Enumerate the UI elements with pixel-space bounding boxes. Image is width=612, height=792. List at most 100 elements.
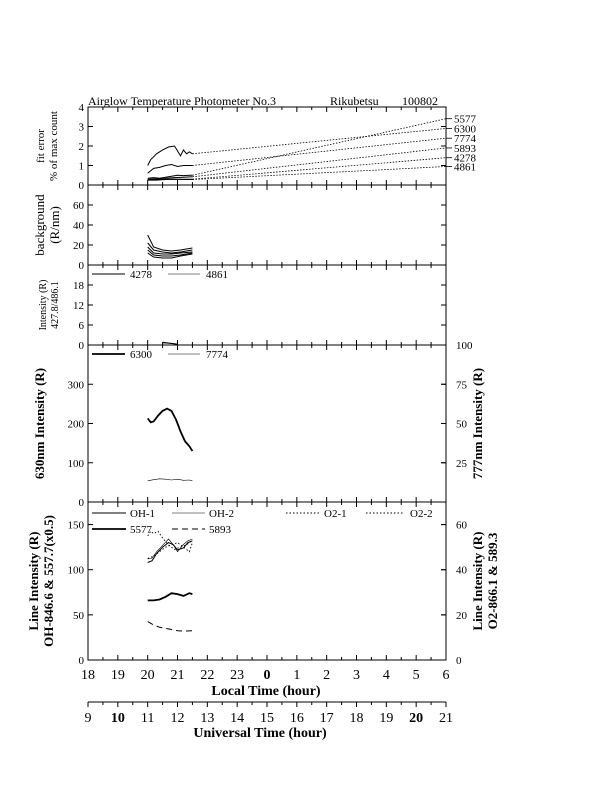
leader-line (192, 128, 447, 155)
local-time-tick-label: 23 (230, 668, 244, 683)
series-line-trace-2 (147, 246, 193, 255)
y2-tick-label: 0 (456, 655, 462, 667)
y-tick-label: 40 (73, 220, 85, 232)
panel-background: 0 20 40 60 background (R/nm) (32, 184, 447, 272)
y-axis-label: background (32, 194, 47, 256)
y-tick-label: 4 (79, 102, 85, 114)
y-tick-label: 2 (79, 141, 85, 153)
panel-intensity_4278_4861: 0 6 12 18 Intensity (R) 427.8/486.1 4278 4861 (38, 264, 447, 352)
y-axis-label: 427.8/486.1 (50, 281, 61, 329)
y-axis-label: OH-846.6 & 557.7(x0.5) (41, 515, 56, 647)
right-series-label: 4861 (454, 161, 476, 173)
ut-tick-label: 11 (141, 711, 154, 726)
right-series-label: 5577 (454, 114, 477, 126)
local-time-tick-label: 4 (383, 668, 390, 683)
series-line-OH-2 (147, 538, 193, 560)
legend-label: 4861 (206, 269, 228, 281)
ut-tick-label: 12 (171, 711, 185, 726)
series-line-4861 (162, 342, 178, 345)
local-time-tick-label: 19 (111, 668, 125, 683)
ut-tick-label: 16 (290, 711, 304, 726)
leader-line (192, 157, 447, 180)
y2-tick-label: 40 (456, 565, 468, 577)
y-tick-label: 0 (79, 655, 85, 667)
y-tick-label: 150 (68, 520, 85, 532)
local-time-tick-label: 21 (171, 668, 185, 683)
ut-tick-label: 21 (439, 711, 453, 726)
ut-tick-label: 18 (350, 711, 364, 726)
right-series-label: 7774 (454, 133, 477, 145)
title-date: 100802 (402, 94, 438, 108)
y-tick-label: 20 (73, 240, 85, 252)
universal-time-axis-label: Universal Time (hour) (193, 726, 327, 741)
local-time-tick-label: 18 (81, 668, 95, 683)
local-time-tick-label: 1 (293, 668, 300, 683)
y2-tick-label: 75 (456, 379, 468, 391)
series-line-OH-1 (147, 540, 193, 563)
series-line-5893 (147, 176, 193, 180)
panel-fit_error: 0 1 2 3 4 fit error% of max count 557763007774… (35, 102, 477, 192)
y2-tick-label: 25 (456, 458, 468, 470)
legend-label: 4278 (130, 269, 153, 281)
y2-tick-label: 100 (456, 340, 473, 352)
ut-tick-label: 15 (260, 711, 274, 726)
y2-axis-label: 777nm Intensity (R) (470, 368, 485, 479)
series-line-O2-2 (147, 542, 193, 559)
local-time-axis-label: Local Time (hour) (211, 684, 320, 699)
legend-label: O2-2 (410, 508, 433, 520)
y2-axis-label: O2-866.1 & 589.3 (485, 532, 500, 629)
local-time-tick-label: 20 (141, 668, 155, 683)
ut-tick-label: 9 (85, 711, 92, 726)
y-tick-label: 0 (79, 180, 85, 192)
title-instrument: Airglow Temperature Photometer No.3 (88, 94, 276, 108)
legend-label: OH-2 (209, 508, 234, 520)
legend-label: 6300 (130, 349, 153, 361)
series-line-7774 (147, 478, 193, 482)
y-tick-label: 0 (79, 260, 85, 272)
y-tick-label: 6 (79, 320, 85, 332)
ut-tick-label: 19 (379, 711, 393, 726)
local-time-tick-label: 6 (443, 668, 450, 683)
ut-tick-label: 20 (409, 711, 423, 726)
series-line-trace-3 (147, 249, 193, 257)
y-axis-label: Intensity (R) (38, 280, 49, 331)
y-axis-label: Line Intensity (R) (26, 532, 41, 631)
right-series-label: 4278 (454, 153, 477, 165)
local-time-tick-label: 5 (413, 668, 420, 683)
y-tick-label: 100 (68, 458, 85, 470)
leader-line (192, 166, 447, 180)
ut-tick-label: 14 (230, 711, 244, 726)
ut-tick-label: 17 (320, 711, 334, 726)
ut-tick-label: 10 (111, 711, 125, 726)
y-tick-label: 50 (73, 610, 85, 622)
ut-tick-label: 13 (200, 711, 214, 726)
leader-line (192, 137, 447, 166)
y2-tick-label: 20 (456, 610, 468, 622)
y-axis-label: % of max count (48, 111, 60, 181)
y-tick-label: 0 (79, 497, 85, 509)
legend-label: 5893 (209, 524, 232, 536)
y-axis-label: 630nm Intensity (R) (32, 368, 47, 479)
y-tick-label: 12 (73, 300, 84, 312)
y2-tick-label: 60 (456, 520, 468, 532)
right-series-label: 5893 (454, 143, 477, 155)
series-line-5893 (147, 621, 193, 632)
series-line-5577 (147, 592, 193, 602)
series-line-trace-1 (147, 242, 193, 254)
y-axis-label: fit error (35, 129, 47, 163)
y-tick-label: 1 (79, 161, 85, 173)
title-site: Rikubetsu (330, 94, 379, 108)
y-tick-label: 300 (68, 379, 85, 391)
y2-axis-label: Line Intensity (R) (470, 532, 485, 631)
local-time-axis: 18 19 20 21 22 23 0 1 2 3 4 5 6 (81, 668, 450, 683)
legend-label: OH-1 (130, 508, 155, 520)
legend-label: 7774 (206, 349, 229, 361)
universal-time-axis: 9 10 11 12 13 14 15 16 17 18 19 20 21 (85, 701, 453, 726)
series-line-trace-4 (147, 252, 193, 259)
figure-title: Airglow Temperature Photometer No.3 Riku… (88, 94, 438, 108)
local-time-tick-label: 0 (264, 668, 271, 683)
panel-frame (87, 106, 447, 186)
